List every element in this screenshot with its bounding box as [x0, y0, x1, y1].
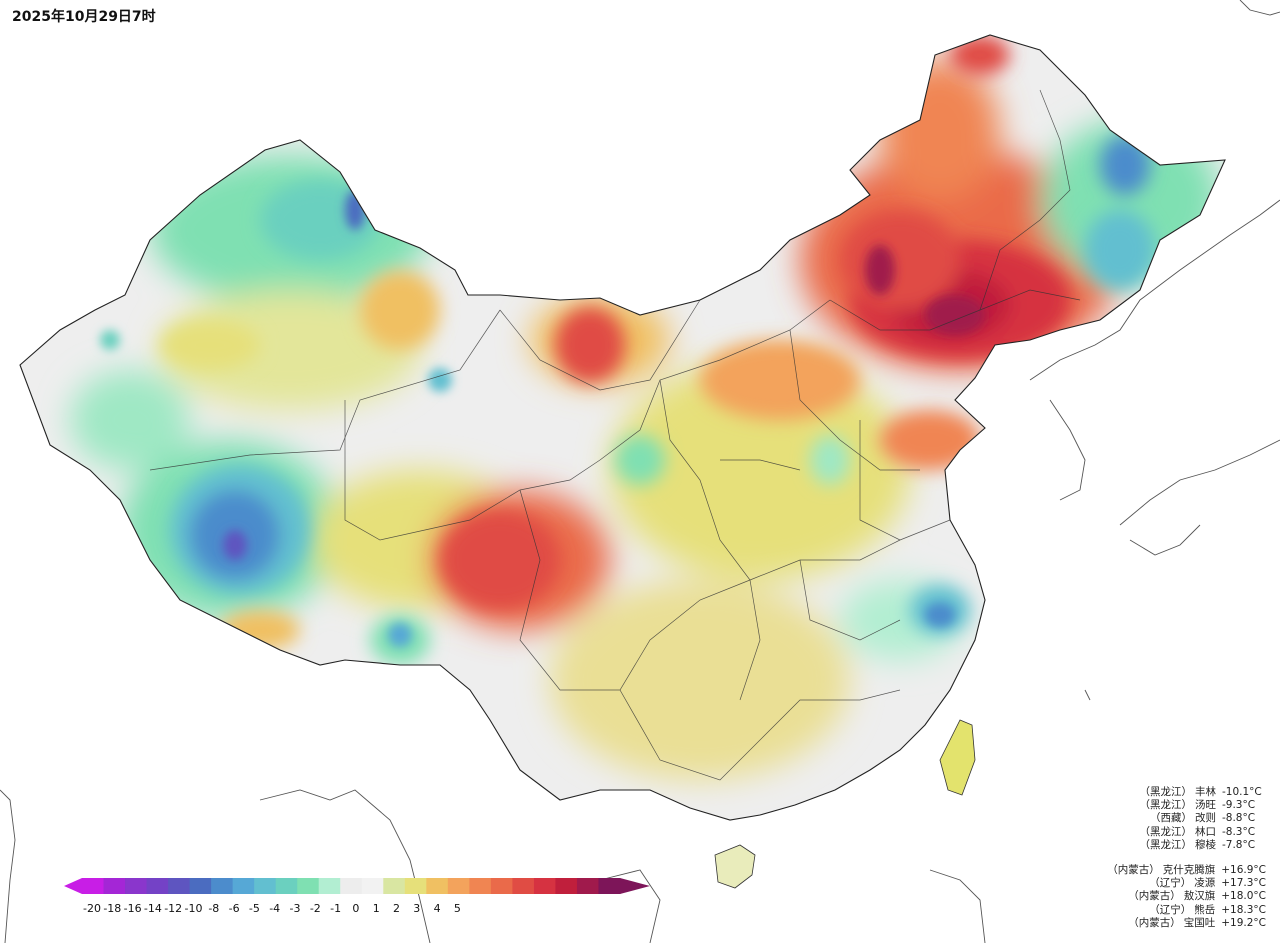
station-row: （黑龙江） 林口 -8.3°C [1107, 826, 1266, 839]
scale-swatch [318, 878, 341, 894]
scale-swatch [125, 878, 148, 894]
scale-swatch [211, 878, 234, 894]
station-province: （内蒙古） [1128, 916, 1181, 929]
station-temperature: +17.3°C [1221, 877, 1266, 890]
station-row: （西藏） 改则 -8.8°C [1107, 812, 1266, 825]
station-temperature: +18.3°C [1221, 903, 1266, 916]
scale-tick-label: -12 [164, 902, 183, 915]
scale-swatch [576, 878, 599, 894]
scale-tick-label: -18 [103, 902, 122, 915]
station-temperature: +18.0°C [1221, 890, 1266, 903]
scale-tick-label: -3 [289, 902, 301, 915]
station-province: （黑龙江） [1139, 786, 1193, 798]
scale-swatch [598, 878, 621, 894]
station-province: （黑龙江） [1139, 825, 1193, 838]
station-name: 克什克腾旗 [1162, 864, 1216, 877]
scale-tick-label: -16 [123, 902, 142, 915]
station-name: 熊岳 [1194, 903, 1216, 916]
station-province: （辽宁） [1149, 903, 1192, 916]
scale-tick-label: 4 [433, 902, 441, 915]
scale-swatch [254, 878, 277, 894]
scale-swatch [82, 878, 105, 894]
station-province: （黑龙江） [1139, 838, 1193, 851]
station-row: （黑龙江） 汤旺 -9.3°C [1107, 799, 1266, 812]
hainan-island [714, 844, 756, 889]
station-temperature: -7.8°C [1222, 838, 1256, 851]
station-name: 改则 [1195, 812, 1216, 825]
scale-tick-label: 0 [352, 902, 360, 915]
station-province: （内蒙古） [1128, 890, 1181, 903]
scale-arrow-max [620, 878, 650, 894]
map-title: 2025年10月29日7时 [12, 9, 156, 25]
station-extremes-panel: （黑龙江） 丰林 -10.1°C （黑龙江） 汤旺 -9.3°C （西藏） 改则 -8.8°C （… [1107, 786, 1266, 942]
province-borders [149, 89, 1081, 781]
color-scale-bar [64, 878, 650, 894]
scale-tick-label: -10 [184, 902, 203, 915]
scale-swatch [447, 878, 470, 894]
scale-swatch [232, 878, 255, 894]
scale-swatch [340, 878, 363, 894]
scale-tick-label: 5 [453, 902, 461, 915]
scale-swatch [404, 878, 427, 894]
station-name: 凌源 [1194, 877, 1216, 890]
scale-swatch [533, 878, 556, 894]
scale-tick-label: 2 [393, 902, 400, 915]
station-temperature: -10.1°C [1222, 786, 1262, 798]
station-row: （黑龙江） 穆棱 -7.8°C [1107, 839, 1266, 852]
station-name: 汤旺 [1195, 799, 1216, 812]
coldest-stations-list: （黑龙江） 丰林 -10.1°C （黑龙江） 汤旺 -9.3°C （西藏） 改则 -8.8°C （… [1107, 786, 1266, 852]
scale-swatch [168, 878, 191, 894]
station-row: （内蒙古） 宝国吐 +19.2°C [1107, 917, 1266, 930]
station-row: （黑龙江） 丰林 -10.1°C [1107, 786, 1266, 799]
station-province: （辽宁） [1149, 877, 1192, 890]
scale-swatch [512, 878, 535, 894]
station-name: 敖汉旗 [1183, 890, 1216, 903]
scale-tick-label: -1 [330, 902, 342, 915]
scale-arrow-min [64, 878, 82, 894]
scale-tick-label: -4 [269, 902, 281, 915]
station-row: （内蒙古） 克什克腾旗 +16.9°C [1107, 864, 1266, 877]
scale-swatch [275, 878, 298, 894]
station-temperature: -8.8°C [1222, 812, 1256, 825]
station-temperature: +19.2°C [1221, 916, 1266, 929]
scale-tick-label: -2 [309, 902, 321, 915]
station-province: （内蒙古） [1107, 864, 1160, 877]
station-row: （辽宁） 凌源 +17.3°C [1107, 877, 1266, 890]
color-scale-labels: -20 -18 -16 -14 -12 -10 -8 -6 -5 -4 -3 -2 -1 0 1 2 3 4 5 [0, 900, 700, 920]
scale-swatch [555, 878, 578, 894]
scale-swatch [297, 878, 320, 894]
station-row: （辽宁） 熊岳 +18.3°C [1107, 904, 1266, 917]
station-name: 穆棱 [1195, 838, 1216, 851]
scale-tick-label: -14 [143, 902, 162, 915]
scale-swatch [469, 878, 492, 894]
scale-swatch [490, 878, 513, 894]
scale-swatch [361, 878, 384, 894]
station-row: （内蒙古） 敖汉旗 +18.0°C [1107, 890, 1266, 903]
station-name: 宝国吐 [1183, 916, 1216, 929]
scale-swatch [146, 878, 169, 894]
station-name: 林口 [1195, 825, 1216, 838]
station-province: （黑龙江） [1139, 799, 1193, 812]
scale-tick-label: -8 [208, 902, 220, 915]
scale-swatch [189, 878, 212, 894]
station-temperature: -8.3°C [1222, 825, 1256, 838]
scale-tick-label: 3 [413, 902, 421, 915]
scale-swatch [426, 878, 449, 894]
scale-tick-label: -5 [248, 902, 260, 915]
warmest-stations-list: （内蒙古） 克什克腾旗 +16.9°C （辽宁） 凌源 +17.3°C （内蒙古） 敖汉旗 +1… [1107, 864, 1266, 930]
station-province: （西藏） [1150, 812, 1192, 825]
station-name: 丰林 [1195, 786, 1216, 798]
station-temperature: +16.9°C [1221, 864, 1266, 877]
taiwan-island [939, 719, 976, 796]
scale-tick-label: -6 [228, 902, 240, 915]
station-temperature: -9.3°C [1222, 799, 1256, 812]
scale-swatch [383, 878, 406, 894]
scale-swatch [103, 878, 126, 894]
scale-tick-label: 1 [372, 902, 380, 915]
scale-tick-label: -20 [83, 902, 101, 915]
